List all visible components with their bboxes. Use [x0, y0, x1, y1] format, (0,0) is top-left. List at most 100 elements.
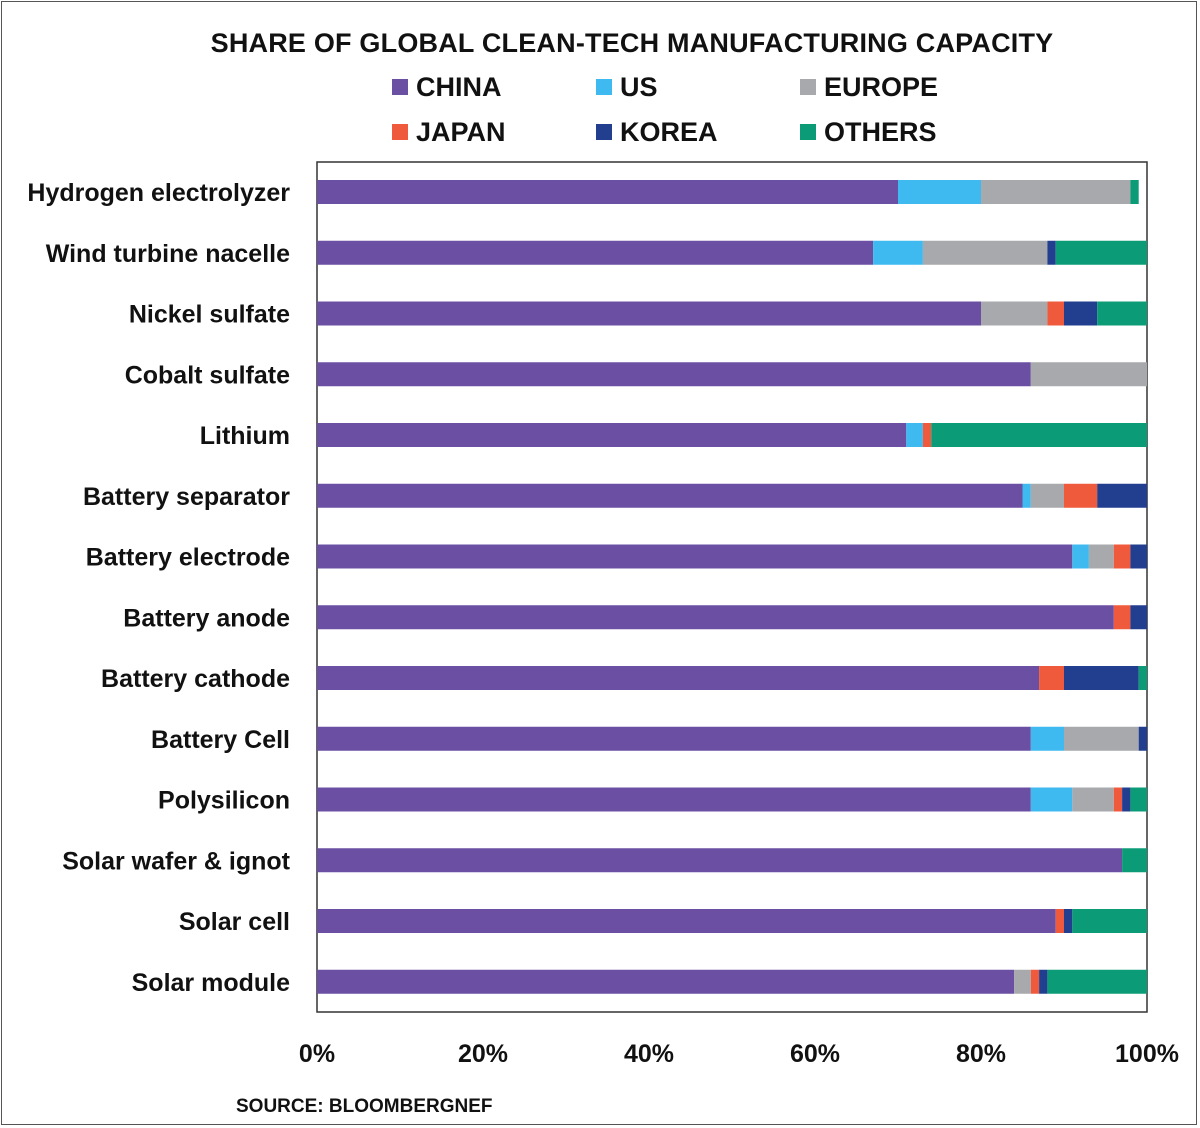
bar-segment-europe [1088, 544, 1114, 569]
legend-swatch-china [392, 79, 408, 95]
plot-area [316, 161, 1148, 1013]
category-label: Lithium [200, 422, 290, 450]
bar-segment-others [1097, 301, 1147, 326]
x-tick-label: 60% [790, 1040, 840, 1068]
category-label: Nickel sulfate [129, 301, 290, 329]
bar-segment-europe [1014, 969, 1031, 994]
bar-segment-us [1072, 544, 1089, 569]
bar-segment-europe [922, 240, 1048, 265]
bar-segment-japan [1064, 483, 1098, 508]
bar-segment-others [1138, 666, 1147, 690]
bar-segment-korea [1064, 301, 1098, 326]
bar-segment-korea [1130, 544, 1147, 569]
bar-segment-others [1072, 909, 1147, 933]
legend-item-japan: JAPAN [392, 117, 506, 147]
category-label: Wind turbine nacelle [46, 240, 290, 268]
category-label: Battery anode [123, 604, 290, 632]
category-label: Hydrogen electrolyzer [27, 179, 290, 207]
bar-segment-korea [1047, 240, 1056, 265]
bar-segment-china [317, 362, 1031, 387]
legend-swatch-japan [392, 124, 408, 140]
x-tick-label: 0% [299, 1040, 335, 1068]
bar-segment-europe [1072, 787, 1114, 812]
bar-segment-china [317, 544, 1073, 569]
bar-segment-china [317, 180, 898, 204]
bar-segment-japan [1113, 605, 1131, 630]
bar-segment-others [931, 423, 1147, 447]
bar-segment-us [1030, 787, 1073, 812]
bar-segment-china [317, 848, 1123, 873]
category-label: Battery electrode [86, 544, 290, 572]
category-label: Battery Cell [151, 726, 290, 754]
legend-label-korea: KOREA [620, 117, 718, 147]
chart-plot: Hydrogen electrolyzer Wind turbine nacell… [27, 161, 1179, 1068]
bar-segment-japan [922, 423, 932, 447]
bar-segment-europe [981, 301, 1048, 326]
bar-segment-korea [1122, 787, 1131, 812]
category-label: Solar wafer & ignot [62, 847, 290, 875]
legend-swatch-europe [800, 79, 816, 95]
x-tick-label: 40% [624, 1040, 674, 1068]
bar-segment-us [1030, 726, 1064, 751]
legend-label-europe: EUROPE [824, 72, 939, 102]
bar-segment-us [1022, 483, 1031, 508]
bar-segment-korea [1097, 483, 1147, 508]
category-label: Polysilicon [158, 787, 290, 815]
category-label: Solar module [132, 969, 290, 997]
category-label: Solar cell [179, 908, 290, 936]
x-tick-label: 100% [1115, 1040, 1179, 1068]
legend-swatch-us [596, 79, 612, 95]
bar-segment-japan [1113, 544, 1131, 569]
legend-label-china: CHINA [416, 72, 502, 102]
bar-segment-china [317, 423, 907, 447]
legend-item-others: OTHERS [800, 117, 937, 147]
source-note: SOURCE: BLOOMBERGNEF [236, 1096, 493, 1117]
bar-segment-others [1130, 180, 1139, 204]
bar-segment-china [317, 605, 1114, 630]
category-label: Battery cathode [101, 665, 290, 693]
bar-segment-japan [1030, 969, 1040, 994]
legend-item-china: CHINA [392, 72, 502, 102]
legend-label-japan: JAPAN [416, 117, 506, 147]
bar-segment-europe [981, 180, 1131, 204]
bar-segment-china [317, 301, 981, 326]
bar-segment-us [906, 423, 923, 447]
legend-item-korea: KOREA [596, 117, 718, 147]
bar-segment-japan [1047, 301, 1064, 326]
bar-segment-europe [1030, 483, 1064, 508]
x-tick-label: 20% [458, 1040, 508, 1068]
bar-segment-china [317, 969, 1015, 994]
chart-title: SHARE OF GLOBAL CLEAN-TECH MANUFACTURING… [210, 28, 1054, 58]
bar-segment-china [317, 787, 1031, 812]
bar-segment-others [1047, 969, 1147, 994]
bar-segment-others [1130, 787, 1147, 812]
bar-segment-china [317, 666, 1040, 690]
bar-segment-korea [1064, 909, 1073, 933]
bar-segment-korea [1039, 969, 1048, 994]
bar-segment-others [1122, 848, 1147, 873]
legend-swatch-others [800, 124, 816, 140]
bar-segment-korea [1138, 726, 1147, 751]
bar-segment-europe [1030, 362, 1147, 387]
bar-segment-us [898, 180, 981, 204]
bar-segment-china [317, 240, 874, 265]
category-label: Cobalt sulfate [125, 361, 290, 389]
bar-segment-korea [1130, 605, 1147, 630]
bar-segment-japan [1113, 787, 1123, 812]
bar-segment-us [873, 240, 923, 265]
bar-segment-japan [1039, 666, 1064, 690]
bar-segment-korea [1064, 666, 1139, 690]
bar-segment-japan [1055, 909, 1064, 933]
bar-segment-europe [1064, 726, 1139, 751]
bar-segment-china [317, 726, 1031, 751]
legend-label-us: US [620, 72, 658, 102]
x-tick-label: 80% [956, 1040, 1006, 1068]
legend-swatch-korea [596, 124, 612, 140]
category-label: Battery separator [83, 483, 290, 511]
legend-label-others: OTHERS [824, 117, 937, 147]
bar-segment-others [1055, 240, 1147, 265]
bar-segment-china [317, 483, 1023, 508]
bar-segment-china [317, 909, 1056, 933]
legend-item-europe: EUROPE [800, 72, 938, 102]
